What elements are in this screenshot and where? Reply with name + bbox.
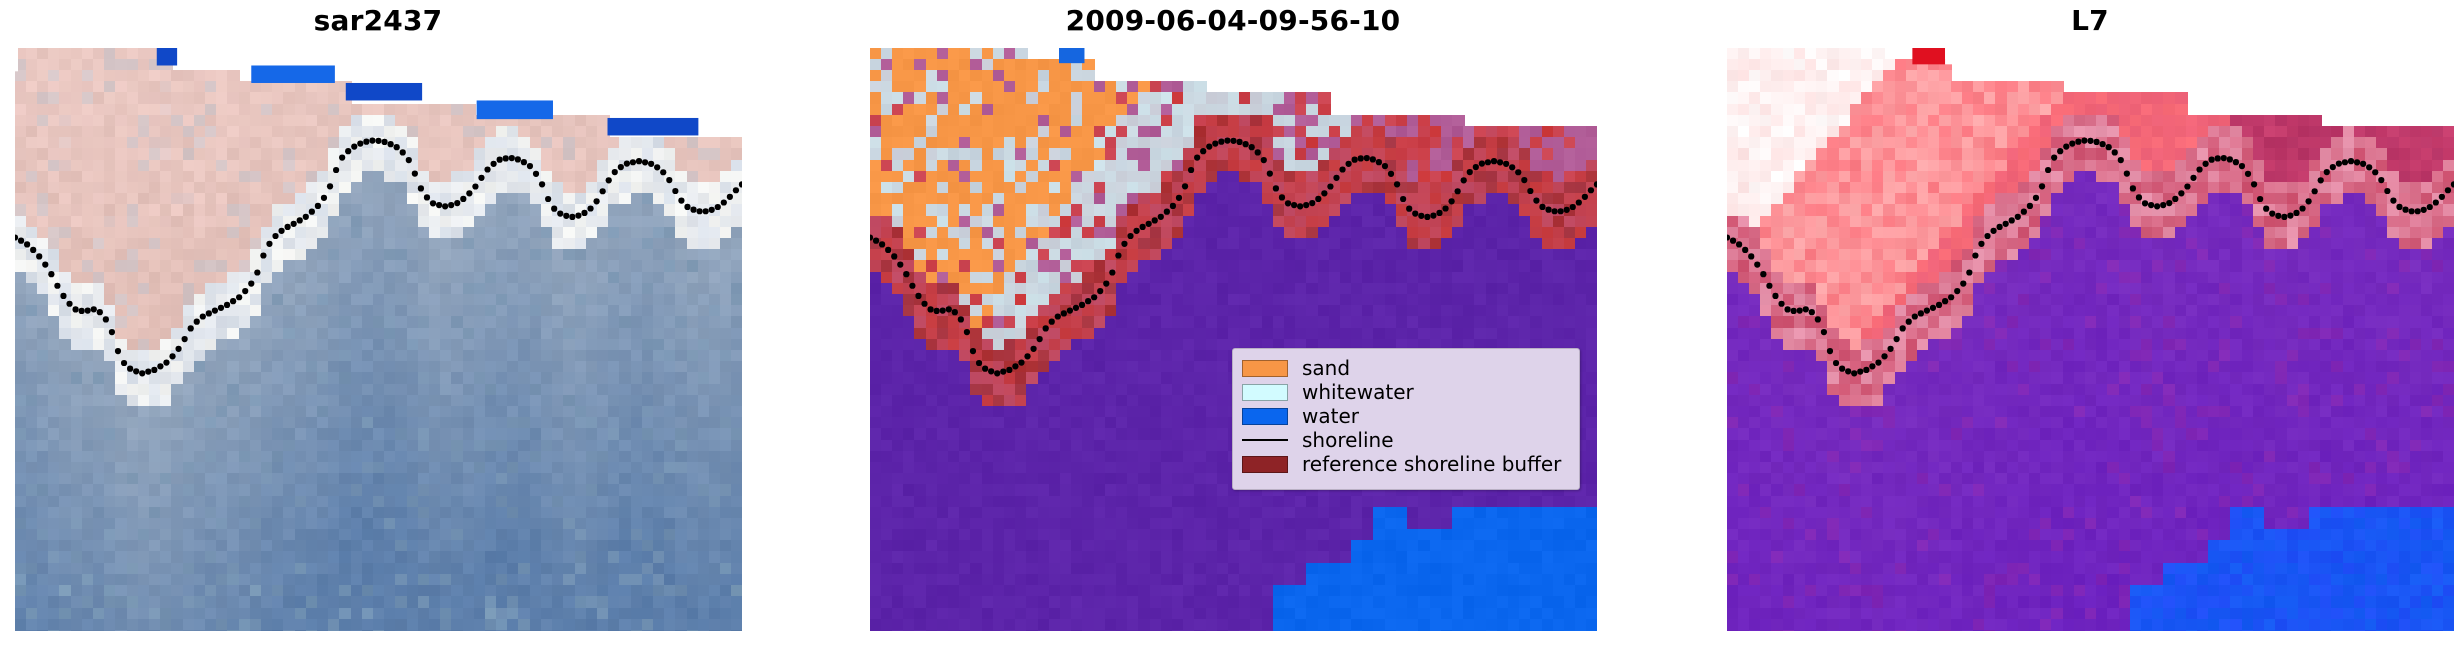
panel-classified	[870, 48, 1597, 631]
legend-box: sand whitewater water shoreline reference sh…	[1232, 348, 1580, 490]
panel-title-l7: L7	[2071, 4, 2109, 37]
panel-title-sar2437: sar2437	[313, 4, 443, 37]
classified-overlay-image	[870, 48, 1597, 631]
legend-item-label: shoreline	[1302, 428, 1394, 452]
legend-item-label: reference shoreline buffer	[1302, 452, 1562, 476]
legend-color-swatch	[1242, 383, 1288, 401]
legend-item-reference-shoreline-buffer: reference shoreline buffer	[1242, 452, 1567, 476]
legend-item-label: water	[1302, 404, 1359, 428]
panel-sar2437	[15, 48, 742, 631]
legend-item-shoreline: shoreline	[1242, 428, 1567, 452]
legend-item-label: whitewater	[1302, 380, 1414, 404]
false-color-l7-image	[1727, 48, 2454, 631]
satellite-rgb-image	[15, 48, 742, 631]
legend-color-swatch	[1242, 407, 1288, 425]
legend-line-swatch	[1242, 432, 1288, 449]
legend-item-water: water	[1242, 404, 1567, 428]
legend-color-swatch	[1242, 455, 1288, 473]
panel-title-classified: 2009-06-04-09-56-10	[1065, 4, 1401, 37]
legend-item-label: sand	[1302, 356, 1351, 380]
panel-l7	[1727, 48, 2454, 631]
legend-item-whitewater: whitewater	[1242, 380, 1567, 404]
legend-color-swatch	[1242, 359, 1288, 377]
legend-item-sand: sand	[1242, 356, 1567, 380]
